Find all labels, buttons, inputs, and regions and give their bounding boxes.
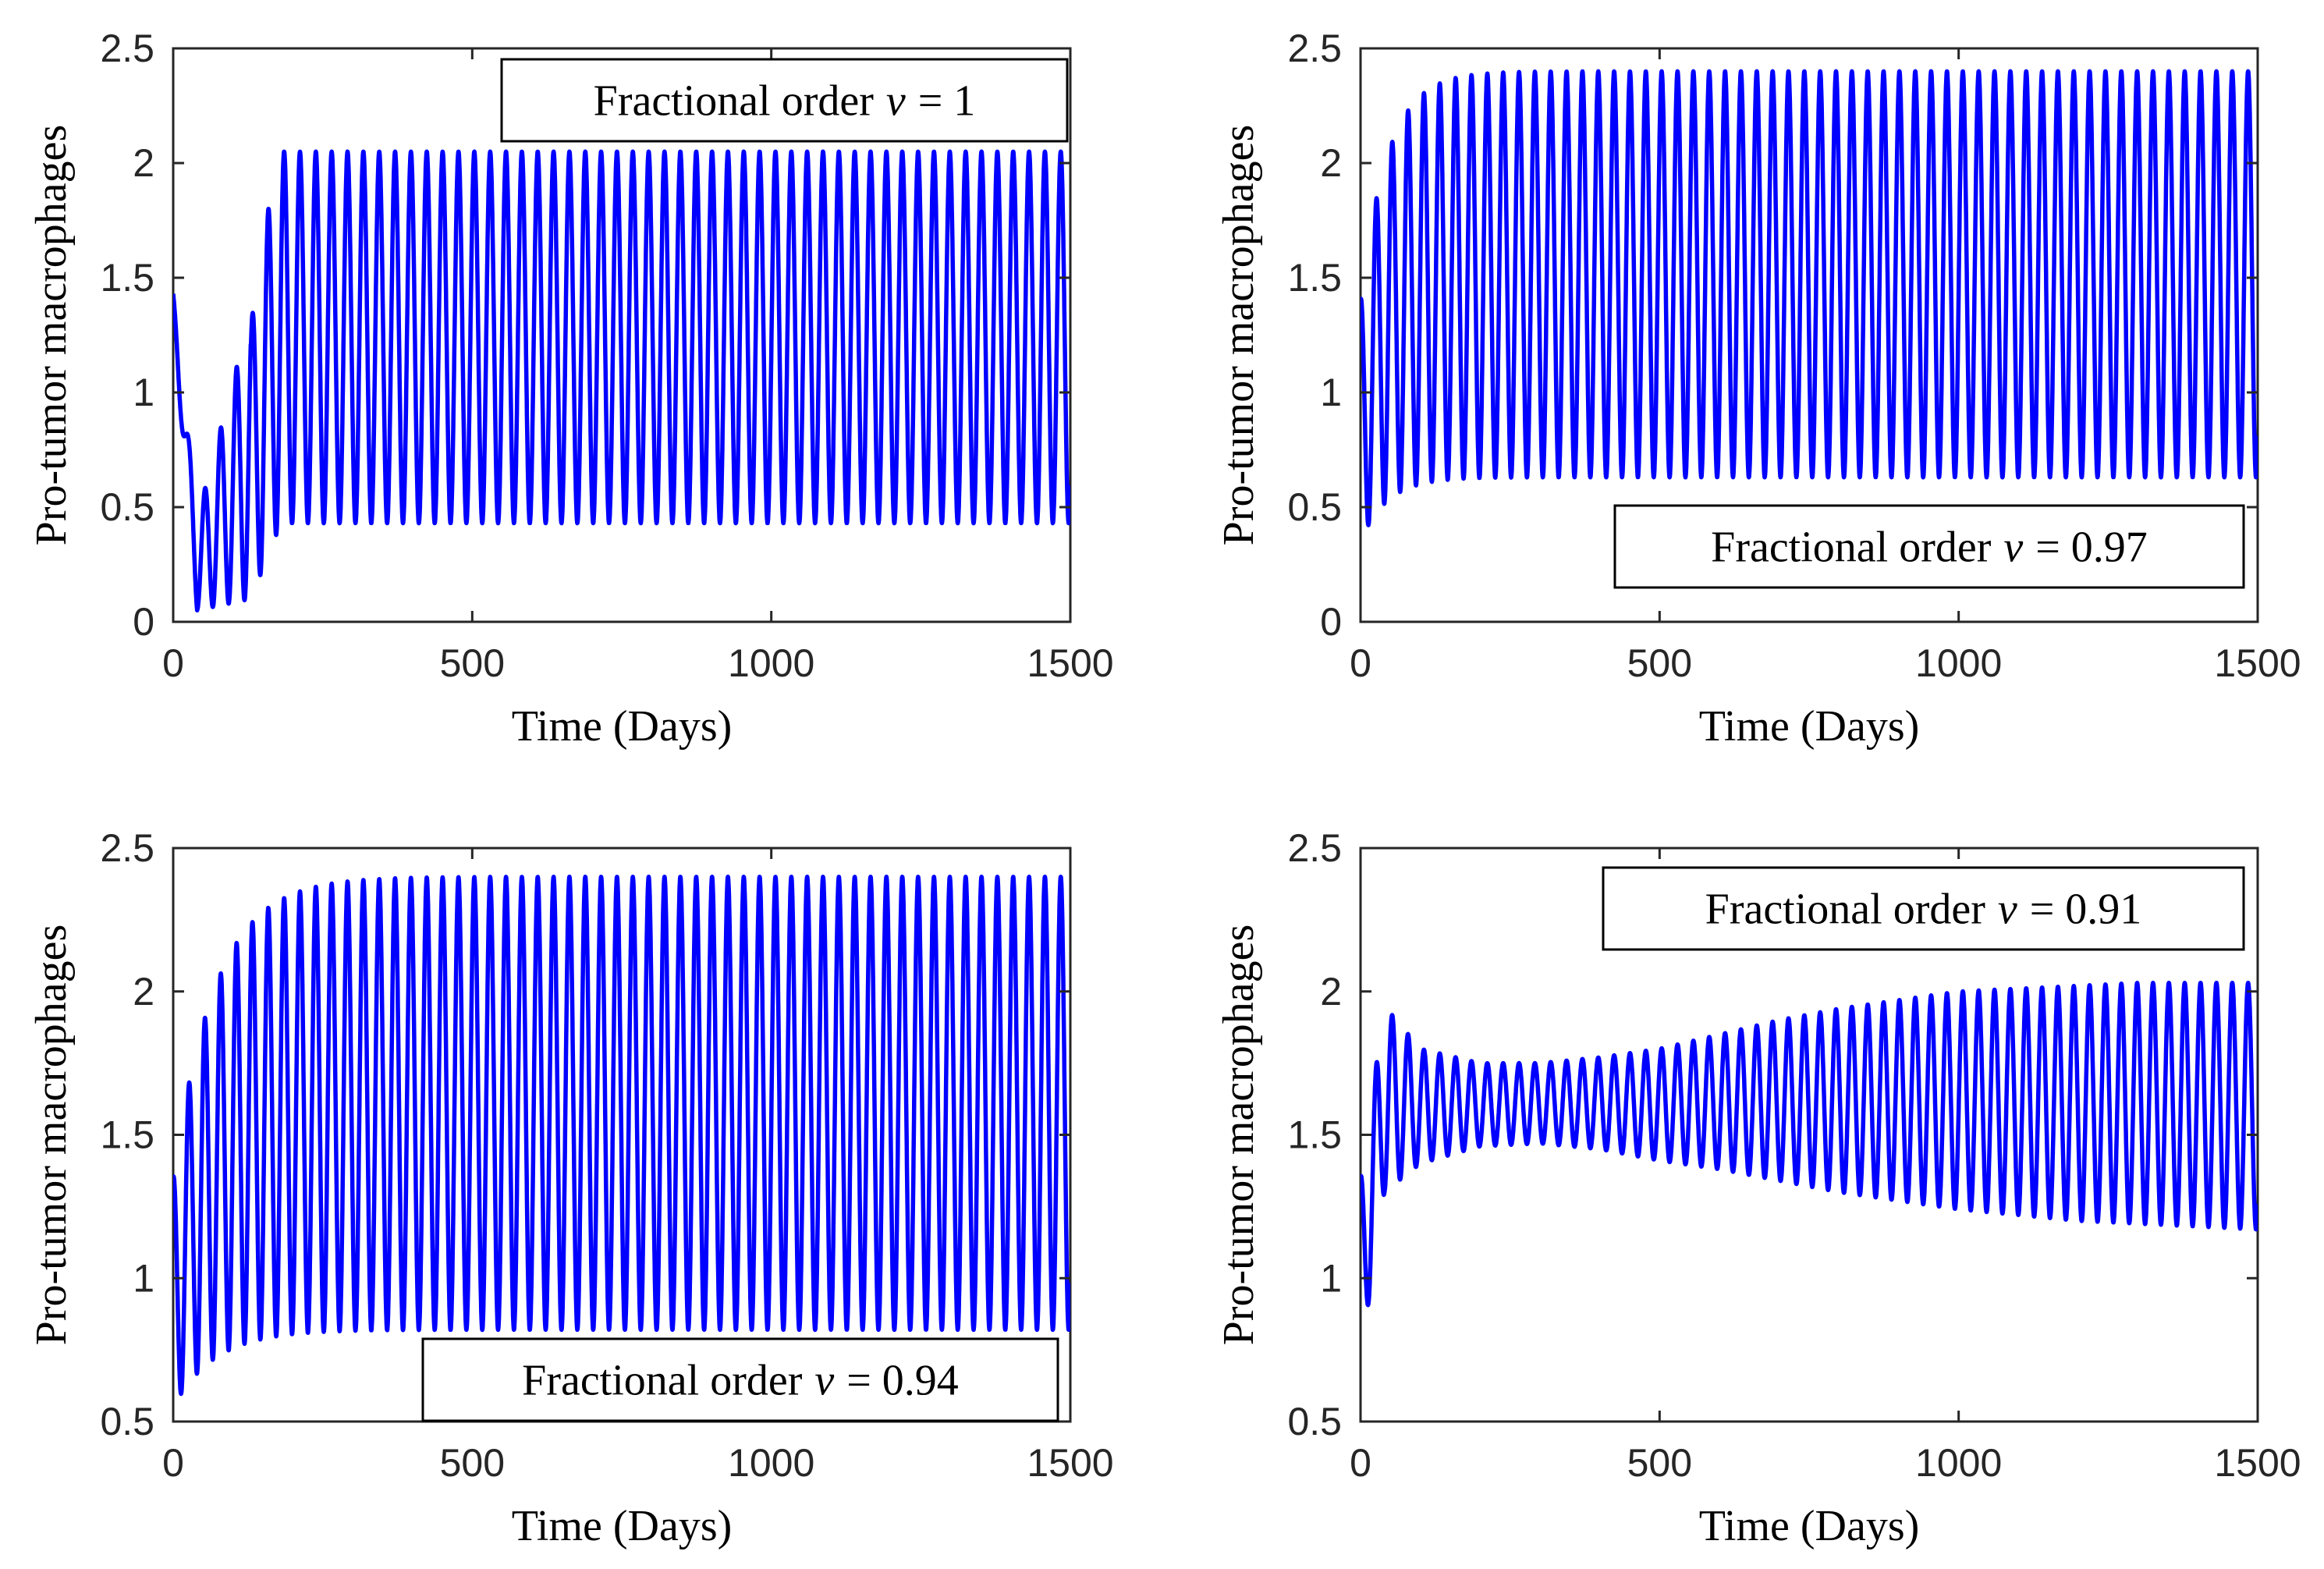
legend-text: Fractional order bbox=[594, 77, 875, 126]
y-tick-label: 1.5 bbox=[100, 256, 154, 300]
legend-box bbox=[421, 1337, 1059, 1422]
series-line bbox=[1361, 69, 2258, 527]
legend-text: Fractional order bbox=[1705, 886, 1986, 934]
x-axis-label: Time (Days) bbox=[1699, 702, 1920, 751]
x-tick-label: 500 bbox=[440, 641, 505, 685]
x-tick-label: 500 bbox=[1627, 641, 1692, 685]
y-tick-label: 0 bbox=[1320, 600, 1342, 644]
legend-value: = 0.91 bbox=[2030, 886, 2142, 934]
y-axis-label: Pro-tumor macrophages bbox=[1215, 925, 1263, 1346]
y-tick-label: 2 bbox=[1320, 970, 1342, 1013]
y-axis-label: Pro-tumor macrophages bbox=[1215, 125, 1263, 546]
series-line bbox=[1361, 980, 2258, 1308]
y-tick-label: 1 bbox=[133, 1256, 154, 1300]
legend-box bbox=[500, 58, 1069, 143]
chart-panel-fractional-order-1: 0 500 1000 1500 0 0.5 1 1.5 2 2.5 Time (Days) Pro-t… bbox=[27, 27, 1114, 751]
x-tick-label: 1000 bbox=[728, 641, 814, 685]
y-tick-label: 2.5 bbox=[1287, 27, 1342, 70]
chart-panel-fractional-order-0.91: 0 500 1000 1500 0.5 1 1.5 2 2.5 Time (Days) Pro-tu… bbox=[1215, 826, 2301, 1550]
chart-panel-fractional-order-0.94: 0 500 1000 1500 0.5 1 1.5 2 2.5 Time (Days) Pro-tu… bbox=[27, 826, 1114, 1550]
x-tick-label: 0 bbox=[162, 641, 184, 685]
x-tick-label: 1000 bbox=[728, 1441, 814, 1485]
y-tick-label: 1 bbox=[1320, 371, 1342, 414]
y-tick-label: 1 bbox=[133, 371, 154, 414]
y-axis-label: Pro-tumor macrophages bbox=[27, 125, 76, 546]
y-tick-label: 2 bbox=[133, 970, 154, 1013]
y-axis-label: Pro-tumor macrophages bbox=[27, 925, 76, 1346]
y-tick-label: 0.5 bbox=[1287, 485, 1342, 529]
legend-text: Fractional order bbox=[522, 1357, 803, 1405]
x-tick-label: 1500 bbox=[2214, 641, 2301, 685]
x-tick-label: 500 bbox=[1627, 1441, 1692, 1485]
x-tick-label: 500 bbox=[440, 1441, 505, 1485]
series-line bbox=[173, 875, 1070, 1397]
x-tick-label: 0 bbox=[1350, 641, 1371, 685]
legend-entry: Fractional order v = 0.94 bbox=[522, 1357, 959, 1405]
x-axis-label: Time (Days) bbox=[512, 702, 733, 751]
legend-variable: v bbox=[886, 77, 906, 126]
legend-box bbox=[1613, 504, 2245, 589]
y-tick-label: 0.5 bbox=[1287, 1400, 1342, 1443]
x-axis-label: Time (Days) bbox=[1699, 1502, 1920, 1550]
legend-box bbox=[1602, 866, 2245, 951]
x-axis-label: Time (Days) bbox=[512, 1502, 733, 1550]
x-tick-label: 0 bbox=[1350, 1441, 1371, 1485]
legend-text: Fractional order bbox=[1711, 524, 1992, 572]
legend-variable: v bbox=[1998, 886, 2017, 934]
legend-variable: v bbox=[2003, 524, 2023, 572]
y-tick-label: 0.5 bbox=[100, 1400, 154, 1443]
x-tick-label: 1000 bbox=[1915, 1441, 2002, 1485]
legend-variable: v bbox=[814, 1357, 834, 1405]
y-tick-label: 2.5 bbox=[1287, 826, 1342, 870]
y-tick-label: 1.5 bbox=[1287, 256, 1342, 300]
chart-panel-fractional-order-0.97: 0 500 1000 1500 0 0.5 1 1.5 2 2.5 Time (Days) Pro-t… bbox=[1215, 27, 2301, 751]
legend-entry: Fractional order v = 1 bbox=[594, 77, 976, 126]
y-tick-label: 1 bbox=[1320, 1256, 1342, 1300]
y-tick-label: 0 bbox=[133, 600, 154, 644]
x-tick-label: 1500 bbox=[1027, 1441, 1113, 1485]
legend-value: = 0.94 bbox=[846, 1357, 959, 1405]
y-tick-label: 1.5 bbox=[100, 1113, 154, 1157]
y-tick-label: 1.5 bbox=[1287, 1113, 1342, 1157]
y-tick-label: 2 bbox=[133, 141, 154, 185]
y-tick-label: 0.5 bbox=[100, 485, 154, 529]
x-tick-label: 1000 bbox=[1915, 641, 2002, 685]
y-tick-label: 2 bbox=[1320, 141, 1342, 185]
legend-entry: Fractional order v = 0.97 bbox=[1711, 524, 2148, 572]
x-tick-label: 1500 bbox=[2214, 1441, 2301, 1485]
x-tick-label: 0 bbox=[162, 1441, 184, 1485]
x-tick-label: 1500 bbox=[1027, 641, 1113, 685]
y-tick-label: 2.5 bbox=[100, 826, 154, 870]
legend-entry: Fractional order v = 0.91 bbox=[1705, 886, 2142, 934]
y-tick-label: 2.5 bbox=[100, 27, 154, 70]
series-line bbox=[173, 149, 1070, 612]
legend-value: = 0.97 bbox=[2035, 524, 2148, 572]
legend-value: = 1 bbox=[918, 77, 976, 126]
